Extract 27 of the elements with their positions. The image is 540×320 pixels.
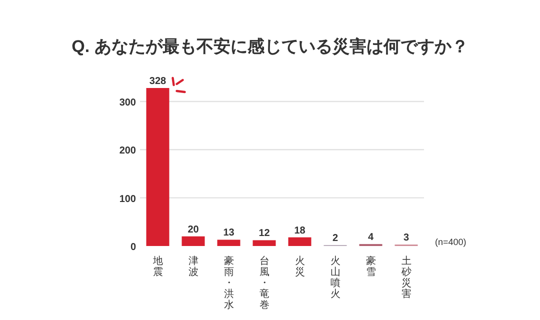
data-label: 12 [258, 228, 270, 240]
x-tick-label: 豪雪 [366, 255, 376, 278]
bar [288, 237, 312, 246]
chart-title: Q. あなたが最も不安に感じている災害は何ですか？ [72, 37, 468, 56]
bar [146, 88, 170, 246]
bar [252, 240, 276, 246]
y-tick-label: 200 [119, 146, 136, 157]
x-tick-label: 台風・竜巻 [259, 255, 270, 311]
x-tick-label: 土砂災害 [400, 255, 412, 300]
y-tick-label: 0 [130, 242, 136, 253]
data-label: 4 [368, 232, 374, 244]
data-label: 2 [332, 233, 338, 244]
x-tick-label: 豪雨・洪水 [224, 255, 234, 311]
data-label: 20 [188, 224, 200, 236]
data-label: 18 [294, 225, 306, 236]
y-tick-label: 300 [119, 97, 136, 108]
x-tick-label: 火災 [294, 255, 305, 278]
x-tick-label: 地震 [152, 255, 163, 278]
data-label: 3 [403, 232, 410, 244]
bar [182, 236, 205, 246]
data-label: 13 [223, 228, 235, 239]
data-label: 328 [149, 76, 167, 87]
y-tick-label: 100 [119, 194, 136, 205]
x-tick-label: 火山噴火 [330, 255, 340, 300]
bar [217, 240, 240, 246]
text: (n=400) [435, 237, 466, 247]
x-tick-label: 津波 [188, 255, 198, 278]
